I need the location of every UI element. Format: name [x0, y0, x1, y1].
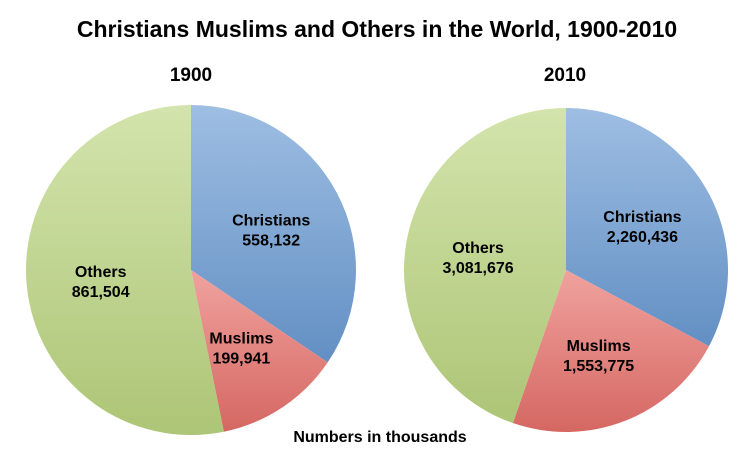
pie-1900-title: 1900 — [170, 65, 212, 86]
pie-2010-title: 2010 — [544, 65, 586, 86]
pie-2010-slice-others — [404, 108, 566, 424]
pie-1900-label-others: Others — [75, 264, 127, 281]
pie-2010-value-others: 3,081,676 — [443, 260, 514, 277]
pie-2010-label-muslims: Muslims — [567, 338, 631, 355]
chart-title: Christians Muslims and Others in the Wor… — [77, 16, 677, 42]
pie-1900-slice-others — [25, 104, 224, 435]
pie-2010-slice-christians — [566, 108, 729, 347]
pie-2010-slice-muslims — [512, 270, 710, 432]
pie-1900-value-christians: 558,132 — [242, 232, 300, 249]
pie-1900-slice-christians — [191, 105, 356, 363]
pie-1900: Christians 558,132 Muslims 199,941 Others 861… — [25, 104, 356, 435]
pie-1900-value-muslims: 199,941 — [212, 351, 270, 368]
pie-2010-label-others: Others — [452, 240, 504, 257]
pie-1900-label-muslims: Muslims — [209, 331, 273, 348]
footnote-numbers-in-thousands: Numbers in thousands — [293, 429, 466, 446]
pie-2010-value-christians: 2,260,436 — [607, 229, 678, 246]
pie-2010: Christians 2,260,436 Muslims 1,553,775 Other… — [404, 108, 729, 432]
pie-2010-value-muslims: 1,553,775 — [563, 358, 634, 375]
pie-2010-label-christians: Christians — [603, 209, 681, 226]
pie-1900-label-christians: Christians — [232, 212, 310, 229]
pie-1900-value-others: 861,504 — [72, 284, 130, 301]
pie-1900-slice-muslims — [191, 270, 328, 432]
